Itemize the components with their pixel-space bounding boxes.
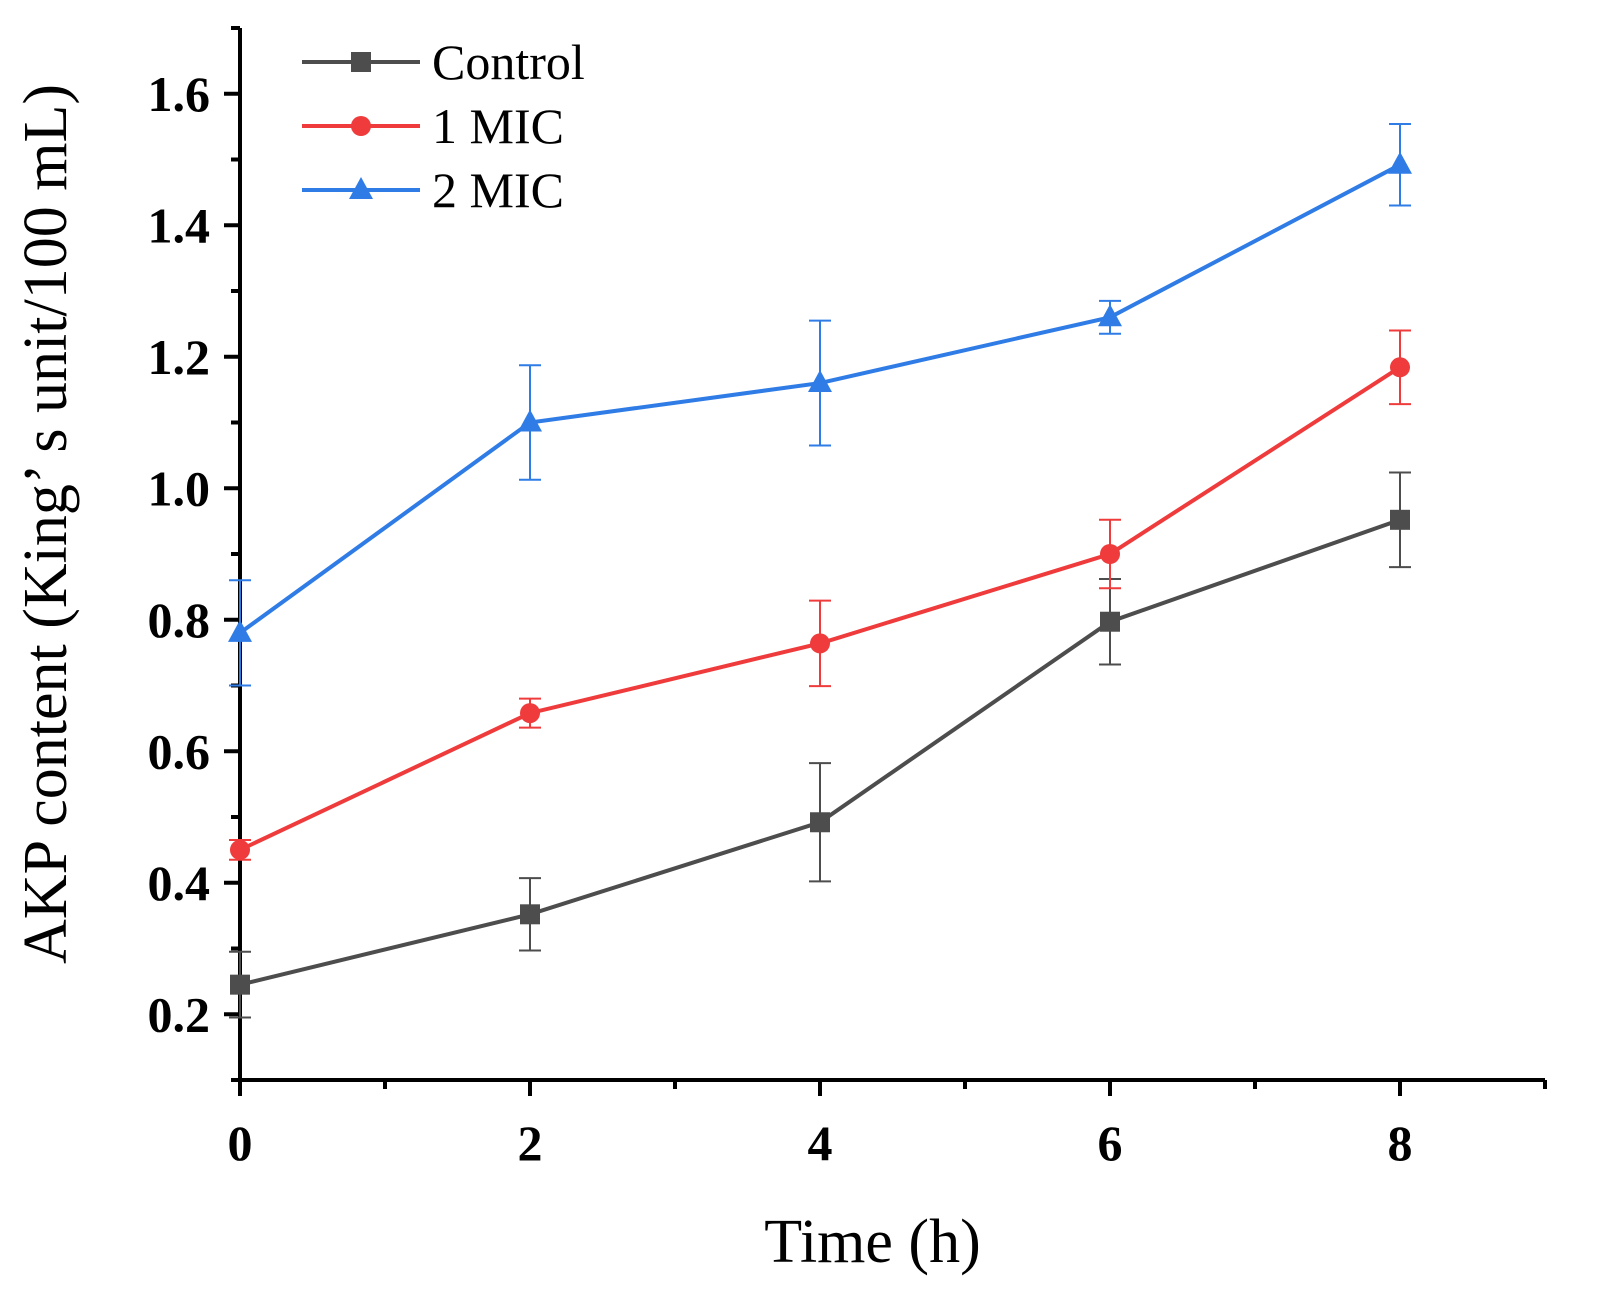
data-point-control: [1100, 611, 1120, 632]
data-point-1-mic: [230, 839, 250, 860]
legend-marker-1-mic: [351, 116, 371, 136]
y-tick-label: 1.4: [148, 197, 211, 253]
x-axis-title: Time (h): [764, 1208, 980, 1276]
data-point-2-mic: [808, 370, 832, 393]
x-tick-label: 0: [228, 1115, 253, 1171]
data-point-1-mic: [1390, 357, 1410, 378]
legend-label-control: Control: [432, 34, 585, 90]
y-axis-title: AKP content (King’ s unit/100 mL): [12, 84, 80, 964]
data-point-2-mic: [1388, 151, 1412, 174]
y-tick-label: 1.6: [148, 66, 211, 122]
data-point-control: [1390, 509, 1410, 530]
y-tick-label: 0.6: [148, 723, 211, 779]
y-tick-label: 1.2: [148, 329, 211, 385]
y-tick-label: 0.2: [148, 986, 211, 1042]
y-tick-label: 0.4: [148, 855, 211, 911]
data-point-control: [230, 974, 250, 995]
data-point-2-mic: [1098, 304, 1122, 327]
data-point-1-mic: [1100, 544, 1120, 564]
data-point-1-mic: [520, 703, 540, 724]
legend-label-2-mic: 2 MIC: [432, 162, 564, 218]
x-tick-label: 8: [1388, 1115, 1413, 1171]
data-point-2-mic: [228, 619, 252, 642]
legend-marker-2-mic: [349, 177, 373, 199]
legend-marker-control: [351, 52, 371, 72]
y-tick-label: 0.8: [148, 592, 211, 648]
data-point-control: [810, 812, 830, 833]
y-tick-label: 1.0: [148, 460, 211, 516]
x-tick-label: 2: [518, 1115, 543, 1171]
data-point-1-mic: [810, 633, 830, 654]
data-point-2-mic: [518, 409, 542, 432]
series-line-control: [239, 517, 1401, 987]
x-tick-label: 4: [808, 1115, 833, 1171]
x-tick-label: 6: [1098, 1115, 1123, 1171]
legend-label-1-mic: 1 MIC: [432, 98, 564, 154]
data-point-control: [520, 904, 540, 925]
